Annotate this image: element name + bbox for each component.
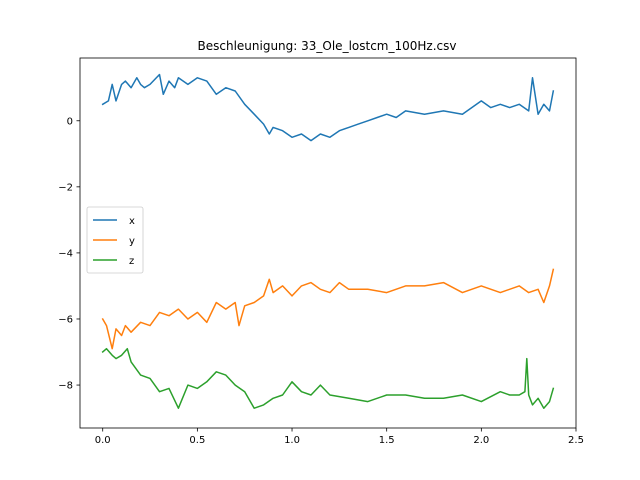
y-tick-label: −8 bbox=[58, 381, 73, 392]
y-tick-label: −4 bbox=[58, 248, 73, 259]
legend-label-x: x bbox=[129, 216, 135, 227]
y-tick-label: 0 bbox=[67, 116, 73, 127]
series-line-x bbox=[101, 73, 555, 142]
x-tick-label: 2.0 bbox=[473, 435, 489, 446]
chart-title: Beschleunigung: 33_Ole_lostcm_100Hz.csv bbox=[198, 39, 457, 53]
x-tick-label: 0.5 bbox=[189, 435, 205, 446]
x-tick-label: 1.5 bbox=[379, 435, 395, 446]
y-tick-label: −6 bbox=[58, 314, 73, 325]
legend-label-z: z bbox=[129, 256, 134, 267]
x-tick-label: 2.5 bbox=[568, 435, 584, 446]
plot-area: 0.0 0.5 1.0 1.5 2.0 2.5 0 −2 −4 −6 −8 bbox=[58, 57, 584, 446]
series-line-y bbox=[101, 268, 555, 350]
y-tick-label: −2 bbox=[58, 182, 73, 193]
axes-frame bbox=[79, 57, 577, 429]
x-tick-label: 1.0 bbox=[284, 435, 300, 446]
legend-label-y: y bbox=[129, 236, 135, 247]
x-tick-label: 0.0 bbox=[95, 435, 111, 446]
legend: xyz bbox=[86, 206, 144, 274]
series-line-z bbox=[101, 347, 555, 409]
